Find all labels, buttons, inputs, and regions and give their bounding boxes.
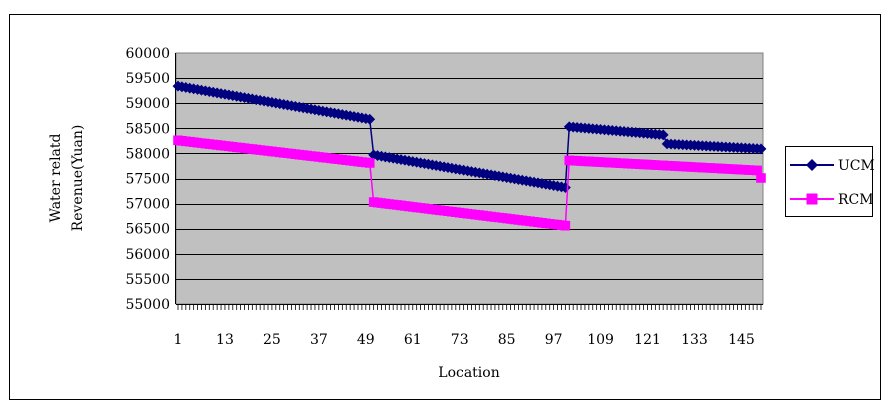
x-tick-label: 13 [216, 332, 234, 348]
y-tick-label: 56000 [125, 247, 170, 263]
legend-ucm-marker [806, 159, 818, 171]
x-axis-title: Location [438, 365, 499, 381]
y-axis-tick-labels: 55000 55500 56000 56500 57000 57500 58000 58500… [125, 46, 170, 313]
legend-box [785, 146, 873, 217]
y-axis-title: Water relatd Revenue(Yuan) [48, 125, 86, 232]
legend-rcm-marker [806, 193, 818, 205]
y-tick-label: 57000 [125, 197, 170, 213]
legend-ucm-label: UCM [838, 158, 875, 174]
y-axis-title-line-1: Water relatd [48, 133, 64, 222]
x-tick-label: 37 [310, 332, 328, 348]
legend: UCM RCM [785, 146, 875, 217]
x-tick-label: 133 [681, 332, 708, 348]
series-ucm-point [755, 143, 767, 155]
y-tick-label: 55500 [125, 272, 170, 288]
plot-area [175, 52, 764, 305]
y-tick-label: 60000 [125, 46, 170, 62]
gridlines [175, 53, 763, 305]
y-tick-label: 56500 [125, 222, 170, 238]
y-tick-label: 58000 [125, 146, 170, 162]
x-tick-label: 25 [263, 332, 281, 348]
x-tick-label: 85 [498, 332, 516, 348]
series-layer [172, 80, 767, 231]
x-axis-minor-ticks [177, 305, 762, 310]
legend-entry-rcm: RCM [790, 192, 874, 208]
x-tick-label: 97 [545, 332, 563, 348]
x-minor-ticks-path [177, 305, 762, 310]
x-tick-label: 145 [728, 332, 755, 348]
x-tick-label: 121 [634, 332, 661, 348]
series-ucm-point [657, 129, 669, 141]
series-ucm-point [364, 113, 376, 125]
y-tick-label: 59500 [125, 71, 170, 87]
series-rcm-point [560, 220, 571, 231]
legend-rcm-label: RCM [838, 192, 874, 208]
x-tick-label: 1 [174, 332, 183, 348]
series-rcm [173, 135, 766, 231]
legend-entry-ucm: UCM [790, 158, 875, 174]
x-tick-label: 61 [404, 332, 422, 348]
x-tick-label: 49 [357, 332, 375, 348]
series-rcm-point [364, 158, 375, 168]
y-axis-title-line-2: Revenue(Yuan) [70, 125, 86, 232]
y-tick-label: 57500 [125, 172, 170, 188]
x-tick-label: 73 [451, 332, 469, 348]
x-tick-label: 109 [587, 332, 614, 348]
series-rcm-point [756, 173, 766, 183]
series-ucm [172, 80, 767, 193]
y-tick-label: 58500 [125, 121, 170, 137]
x-axis-tick-labels: 1 13 25 37 49 61 73 85 97 109 121 133 145 [174, 332, 755, 348]
y-tick-label: 55000 [125, 297, 170, 313]
y-tick-label: 59000 [125, 96, 170, 112]
